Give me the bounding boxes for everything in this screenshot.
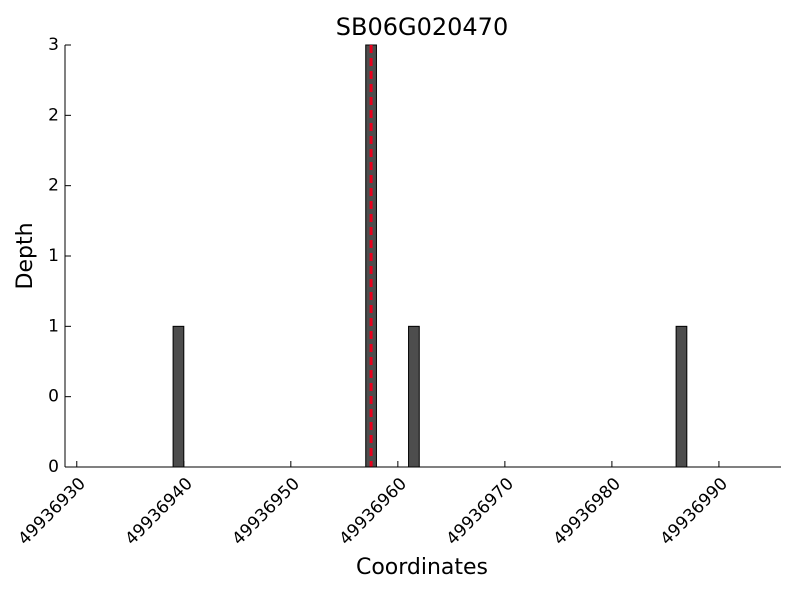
x-tick-label: 49936980: [550, 474, 625, 549]
bar: [675, 325, 688, 468]
y-tick-label: 3: [48, 35, 59, 55]
x-tick-label: 49936960: [336, 474, 411, 549]
y-axis-label: Depth: [13, 222, 38, 289]
y-tick-label: 1: [48, 316, 59, 336]
y-tick-label: 2: [48, 176, 59, 196]
x-tick-label: 49936970: [443, 474, 518, 549]
y-tick-label: 0: [48, 387, 59, 407]
x-tick-label: 49936990: [657, 474, 732, 549]
bar: [408, 325, 420, 468]
x-tick-label: 49936950: [229, 474, 304, 549]
x-tick-label: 49936930: [15, 474, 90, 549]
x-tick-label: 49936940: [122, 474, 197, 549]
bar: [172, 325, 185, 468]
chart-title: SB06G020470: [336, 13, 508, 41]
x-axis-label: Coordinates: [356, 555, 488, 580]
y-tick-label: 2: [48, 105, 59, 125]
y-tick-label: 0: [48, 457, 59, 477]
y-tick-label: 1: [48, 246, 59, 266]
